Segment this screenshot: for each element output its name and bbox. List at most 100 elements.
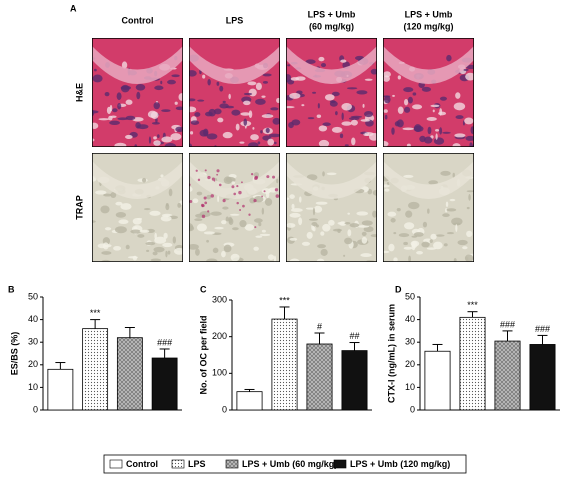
texture <box>244 223 255 231</box>
texture <box>370 68 377 75</box>
texture <box>120 203 132 210</box>
texture <box>446 54 452 62</box>
texture <box>289 237 298 241</box>
texture <box>466 230 473 238</box>
texture <box>265 127 270 134</box>
image-bg <box>286 153 377 262</box>
texture <box>312 91 317 94</box>
texture <box>312 226 316 232</box>
texture <box>164 143 177 147</box>
legend-swatch <box>109 459 123 469</box>
texture <box>206 239 209 243</box>
texture <box>286 223 296 228</box>
texture <box>363 111 374 118</box>
texture <box>452 143 461 147</box>
texture <box>455 224 458 233</box>
texture <box>276 97 280 103</box>
trap-stain <box>189 200 193 204</box>
significance: ### <box>157 337 172 347</box>
texture <box>446 208 457 212</box>
bar <box>459 316 486 411</box>
texture <box>426 247 437 250</box>
texture <box>433 137 445 145</box>
texture <box>228 216 233 224</box>
texture <box>178 93 183 101</box>
texture <box>172 236 177 244</box>
texture <box>150 258 162 262</box>
y-axis-label: CTX-I (ng/mL) in serum <box>386 304 396 403</box>
texture <box>253 218 263 223</box>
row-label: TRAP <box>74 195 84 220</box>
y-tick-label: 0 <box>33 404 38 414</box>
texture <box>143 208 151 211</box>
texture <box>318 56 325 62</box>
texture <box>120 84 130 93</box>
texture <box>167 79 176 85</box>
trap-stain <box>222 199 226 203</box>
panel-label: C <box>200 284 207 294</box>
texture <box>311 221 318 227</box>
texture <box>350 115 363 118</box>
texture <box>428 180 439 185</box>
growth-plate <box>286 46 377 84</box>
texture <box>465 135 474 141</box>
texture <box>405 210 413 218</box>
texture <box>93 68 97 72</box>
trap-stain <box>204 201 208 205</box>
texture <box>274 141 277 145</box>
texture <box>139 229 150 233</box>
texture <box>413 125 424 132</box>
texture <box>152 251 158 256</box>
texture <box>153 102 160 110</box>
texture <box>160 80 163 85</box>
texture <box>322 122 331 127</box>
column-label: LPS + Umb <box>308 9 356 19</box>
significance: *** <box>467 300 478 310</box>
y-axis-label: No. of OC per field <box>198 315 208 394</box>
legend-swatch <box>333 459 347 469</box>
texture <box>440 170 451 176</box>
texture <box>160 174 164 178</box>
trap-stain <box>195 169 198 172</box>
texture <box>137 234 145 238</box>
texture <box>344 221 351 225</box>
texture <box>189 186 193 192</box>
texture <box>165 203 170 211</box>
texture <box>117 103 122 110</box>
texture <box>170 133 182 141</box>
column-label: (60 mg/kg) <box>309 21 354 31</box>
texture <box>384 114 388 120</box>
trap-stain <box>204 169 207 172</box>
trap-stain <box>197 178 201 182</box>
texture <box>452 222 461 226</box>
texture <box>270 107 279 111</box>
bar <box>529 344 556 411</box>
trap-stain <box>254 226 257 229</box>
texture <box>116 92 122 100</box>
texture <box>464 117 474 125</box>
texture <box>205 111 213 117</box>
texture <box>462 246 468 250</box>
column-label: LPS <box>226 15 244 25</box>
texture <box>412 92 417 96</box>
texture <box>383 75 390 82</box>
y-tick-label: 300 <box>212 294 227 304</box>
texture <box>103 193 112 197</box>
texture <box>429 239 433 243</box>
texture <box>403 241 408 246</box>
trap-stain <box>272 175 276 179</box>
texture <box>468 193 471 201</box>
texture <box>108 115 113 121</box>
texture <box>343 254 346 257</box>
texture <box>154 85 164 91</box>
texture <box>196 223 207 232</box>
texture <box>125 99 133 105</box>
texture <box>225 105 235 109</box>
texture <box>466 206 470 210</box>
texture <box>206 194 212 200</box>
texture <box>261 207 265 215</box>
image-bg <box>189 153 280 262</box>
texture <box>347 229 352 237</box>
texture <box>146 228 155 233</box>
texture <box>196 191 203 196</box>
